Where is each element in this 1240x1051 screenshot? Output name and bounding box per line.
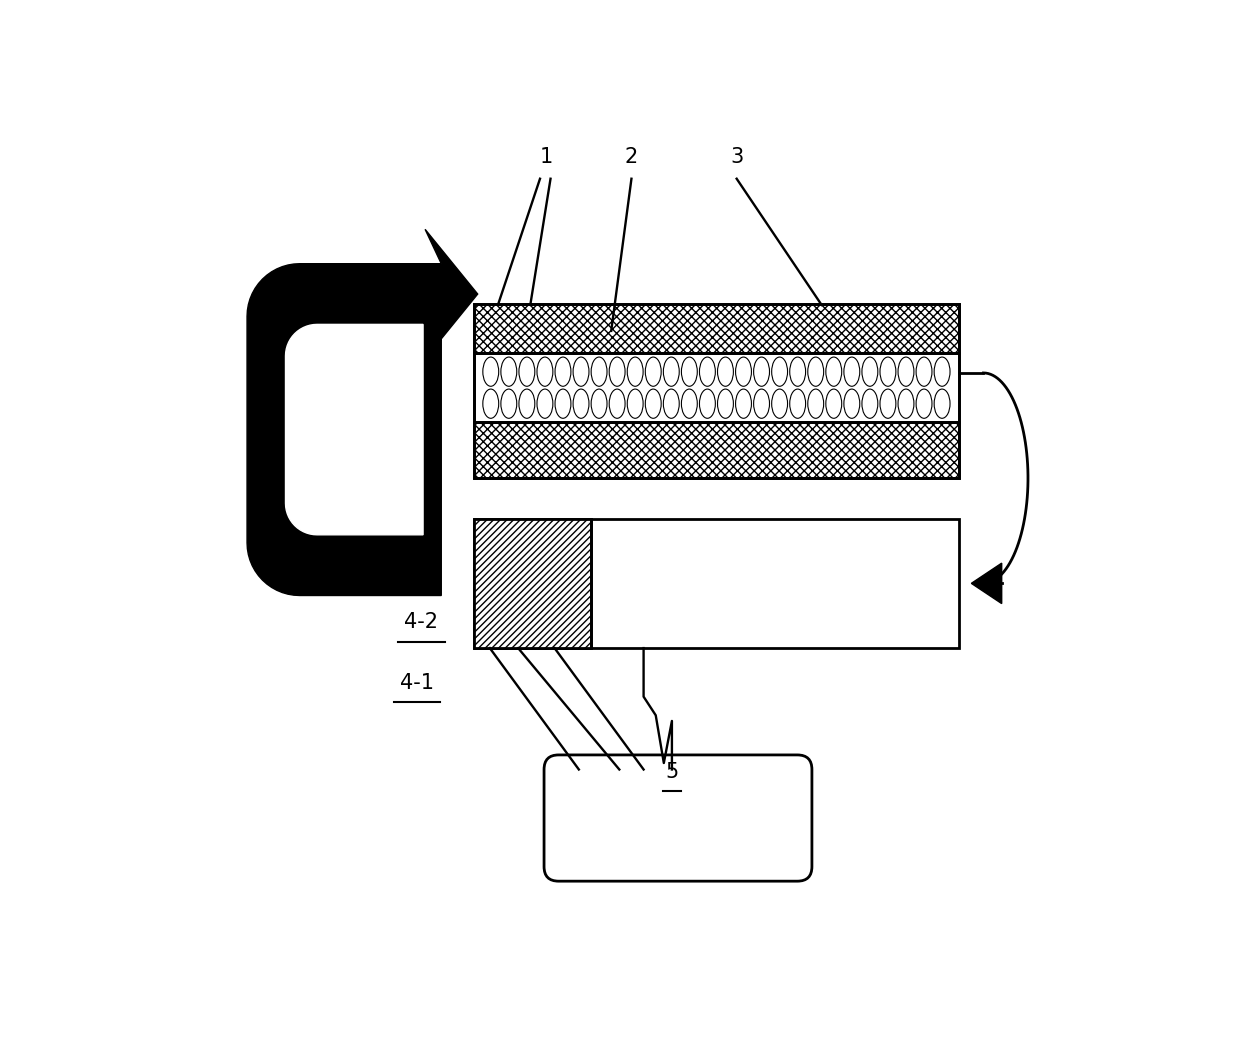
- Ellipse shape: [591, 357, 608, 387]
- Ellipse shape: [916, 389, 932, 418]
- Ellipse shape: [862, 357, 878, 387]
- Ellipse shape: [627, 357, 644, 387]
- Text: 1: 1: [539, 146, 553, 167]
- Text: 2: 2: [410, 555, 424, 575]
- Ellipse shape: [501, 389, 517, 418]
- Ellipse shape: [880, 357, 895, 387]
- Ellipse shape: [537, 357, 553, 387]
- Polygon shape: [971, 563, 1002, 603]
- Ellipse shape: [771, 357, 787, 387]
- Ellipse shape: [609, 389, 625, 418]
- Ellipse shape: [627, 389, 644, 418]
- Ellipse shape: [645, 357, 661, 387]
- Ellipse shape: [862, 389, 878, 418]
- Ellipse shape: [735, 357, 751, 387]
- Ellipse shape: [754, 357, 770, 387]
- Ellipse shape: [699, 357, 715, 387]
- Ellipse shape: [663, 389, 680, 418]
- Ellipse shape: [844, 357, 859, 387]
- Ellipse shape: [790, 357, 806, 387]
- Ellipse shape: [771, 389, 787, 418]
- Ellipse shape: [718, 389, 733, 418]
- Ellipse shape: [898, 357, 914, 387]
- Ellipse shape: [663, 357, 680, 387]
- Ellipse shape: [518, 357, 534, 387]
- Ellipse shape: [826, 357, 842, 387]
- Bar: [474, 423, 960, 478]
- Ellipse shape: [573, 389, 589, 418]
- Bar: [474, 304, 960, 353]
- Ellipse shape: [556, 389, 570, 418]
- Ellipse shape: [591, 389, 608, 418]
- Ellipse shape: [699, 389, 715, 418]
- Polygon shape: [285, 325, 423, 535]
- Bar: [474, 353, 960, 423]
- Bar: [474, 304, 960, 478]
- Ellipse shape: [609, 357, 625, 387]
- Text: 5: 5: [666, 762, 678, 782]
- Ellipse shape: [754, 389, 770, 418]
- Text: 4-1: 4-1: [401, 673, 434, 693]
- Ellipse shape: [790, 389, 806, 418]
- Ellipse shape: [682, 357, 697, 387]
- Ellipse shape: [934, 389, 950, 418]
- Ellipse shape: [501, 357, 517, 387]
- Ellipse shape: [844, 389, 859, 418]
- Text: 2: 2: [625, 146, 639, 167]
- Ellipse shape: [518, 389, 534, 418]
- Polygon shape: [247, 229, 477, 596]
- Text: 3: 3: [730, 146, 743, 167]
- Ellipse shape: [645, 389, 661, 418]
- Text: 4-2: 4-2: [404, 612, 438, 632]
- Ellipse shape: [807, 389, 823, 418]
- Ellipse shape: [482, 357, 498, 387]
- Bar: [474, 518, 960, 648]
- Ellipse shape: [916, 357, 932, 387]
- Ellipse shape: [573, 357, 589, 387]
- Ellipse shape: [718, 357, 733, 387]
- Ellipse shape: [807, 357, 823, 387]
- Ellipse shape: [682, 389, 697, 418]
- Ellipse shape: [826, 389, 842, 418]
- Ellipse shape: [556, 357, 570, 387]
- FancyBboxPatch shape: [544, 755, 812, 881]
- Ellipse shape: [934, 357, 950, 387]
- Ellipse shape: [898, 389, 914, 418]
- Ellipse shape: [880, 389, 895, 418]
- Ellipse shape: [537, 389, 553, 418]
- Ellipse shape: [482, 389, 498, 418]
- Bar: [474, 518, 591, 648]
- Ellipse shape: [735, 389, 751, 418]
